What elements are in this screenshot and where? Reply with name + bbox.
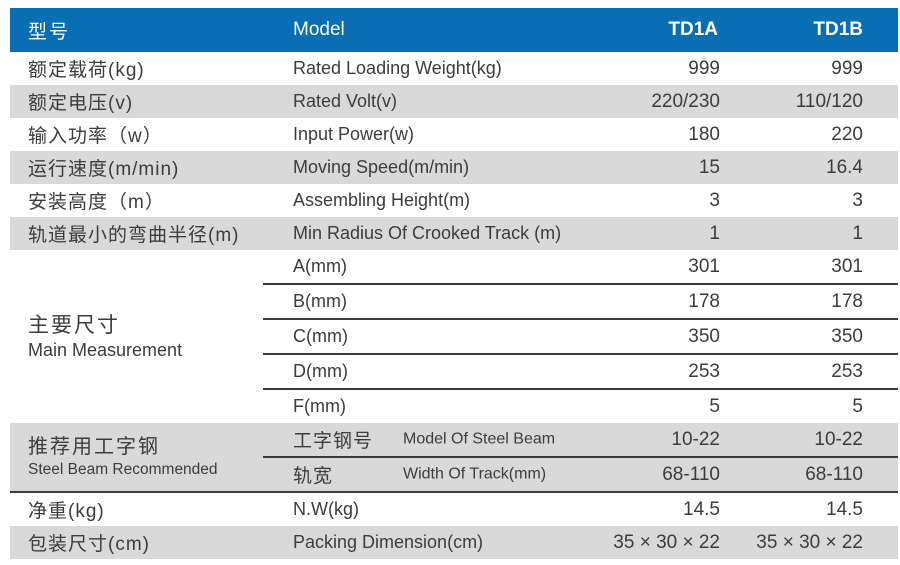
value-td1b: 16.4 [740, 151, 898, 184]
measurement-section-label: 主要尺寸 Main Measurement [10, 250, 263, 423]
value-td1b: 5 [740, 388, 898, 423]
section-label-en: Main Measurement [28, 339, 183, 360]
value-td1a: 350 [580, 318, 740, 354]
row-label-en: Min Radius Of Crooked Track (m) [263, 217, 580, 250]
value-td1b: 253 [740, 353, 898, 389]
row-label-en: Assembling Height(m) [263, 184, 580, 217]
header-model-cn: 型号 [10, 8, 263, 52]
value-td1b: 10-22 [740, 423, 898, 457]
row-label-cn: 额定电压(v) [10, 85, 263, 118]
dimension-label: B(mm) [263, 283, 580, 319]
row-label-cn: 输入功率（w） [10, 118, 263, 151]
value-td1b: 1 [740, 217, 898, 250]
value-td1b: 14.5 [740, 492, 898, 526]
value-td1b: 110/120 [740, 85, 898, 118]
section-label-en: Steel Beam Recommended [28, 461, 218, 479]
steel-beam-sub-label: 轨宽 Width Of Track(mm) [263, 456, 580, 493]
value-td1a: 5 [580, 388, 740, 423]
measurement-row-a: 主要尺寸 Main Measurement A(mm) 301 301 [10, 250, 898, 423]
row-label-cn: 运行速度(m/min) [10, 151, 263, 184]
row-label-en: Input Power(w) [263, 118, 580, 151]
measurement-row-f: F(mm) 5 5 [10, 388, 898, 423]
row-label-cn: 额定载荷(kg) [10, 52, 263, 85]
header-column-td1b: TD1B [740, 8, 898, 52]
row-label-en: Moving Speed(m/min) [263, 151, 580, 184]
value-td1b: 350 [740, 318, 898, 354]
row-label-cn: 包装尺寸(cm) [10, 526, 263, 559]
value-td1a: 68-110 [580, 456, 740, 493]
value-td1b: 68-110 [740, 456, 898, 493]
measurement-row-d: D(mm) 253 253 [10, 353, 898, 389]
spec-row-input-power: 输入功率（w） Input Power(w) 180 220 [10, 118, 898, 151]
value-td1a: 220/230 [580, 85, 740, 118]
spec-row-net-weight: 净重(kg) N.W(kg) 14.5 14.5 [10, 492, 898, 526]
dimension-label: D(mm) [263, 353, 580, 389]
value-td1a: 3 [580, 184, 740, 217]
value-td1a: 35 × 30 × 22 [580, 526, 740, 559]
spec-row-assembling-height: 安装高度（m） Assembling Height(m) 3 3 [10, 184, 898, 217]
value-td1b: 220 [740, 118, 898, 151]
table-header-row: 型号 Model TD1A TD1B [10, 8, 898, 52]
value-td1b: 999 [740, 52, 898, 85]
dimension-label: A(mm) [263, 250, 580, 284]
spec-row-packing-dimension: 包装尺寸(cm) Packing Dimension(cm) 35 × 30 ×… [10, 526, 898, 559]
steel-beam-row-model: 推荐用工字钢 Steel Beam Recommended 工字钢号 Model … [10, 423, 898, 493]
measurement-row-b: B(mm) 178 178 [10, 283, 898, 319]
value-td1a: 15 [580, 151, 740, 184]
section-label-cn: 推荐用工字钢 [28, 436, 160, 459]
value-td1a: 14.5 [580, 492, 740, 526]
spec-row-rated-volt: 额定电压(v) Rated Volt(v) 220/230 110/120 [10, 85, 898, 118]
dimension-label: C(mm) [263, 318, 580, 354]
value-td1a: 10-22 [580, 423, 740, 457]
header-model-en: Model [263, 8, 580, 52]
measurement-row-c: C(mm) 350 350 [10, 318, 898, 354]
row-label-en: Rated Loading Weight(kg) [263, 52, 580, 85]
row-label-en: Rated Volt(v) [263, 85, 580, 118]
value-td1a: 301 [580, 250, 740, 284]
steel-beam-row-track-width: 轨宽 Width Of Track(mm) 68-110 68-110 [10, 456, 898, 493]
row-label-en: Packing Dimension(cm) [263, 526, 580, 559]
value-td1a: 180 [580, 118, 740, 151]
sub-label-cn: 轨宽 [293, 466, 334, 487]
spec-table: 型号 Model TD1A TD1B 额定载荷(kg) Rated Loadin… [10, 8, 898, 559]
row-label-cn: 净重(kg) [10, 492, 263, 526]
value-td1a: 999 [580, 52, 740, 85]
spec-row-moving-speed: 运行速度(m/min) Moving Speed(m/min) 15 16.4 [10, 151, 898, 184]
value-td1b: 35 × 30 × 22 [740, 526, 898, 559]
spec-row-min-radius: 轨道最小的弯曲半径(m) Min Radius Of Crooked Track… [10, 217, 898, 250]
section-label-cn: 主要尺寸 [28, 313, 120, 337]
value-td1b: 178 [740, 283, 898, 319]
sub-label-en: Width Of Track(mm) [403, 465, 547, 483]
steel-beam-sub-label: 工字钢号 Model Of Steel Beam [263, 423, 580, 457]
value-td1a: 178 [580, 283, 740, 319]
value-td1a: 253 [580, 353, 740, 389]
steel-beam-section-label: 推荐用工字钢 Steel Beam Recommended [10, 423, 263, 493]
sub-label-en: Model Of Steel Beam [403, 430, 556, 448]
sub-label-cn: 工字钢号 [293, 431, 374, 452]
row-label-cn: 轨道最小的弯曲半径(m) [10, 217, 263, 250]
row-label-en: N.W(kg) [263, 492, 580, 526]
spec-row-rated-loading-weight: 额定载荷(kg) Rated Loading Weight(kg) 999 99… [10, 52, 898, 85]
value-td1a: 1 [580, 217, 740, 250]
row-label-cn: 安装高度（m） [10, 184, 263, 217]
value-td1b: 3 [740, 184, 898, 217]
dimension-label: F(mm) [263, 388, 580, 423]
header-column-td1a: TD1A [580, 8, 740, 52]
value-td1b: 301 [740, 250, 898, 284]
